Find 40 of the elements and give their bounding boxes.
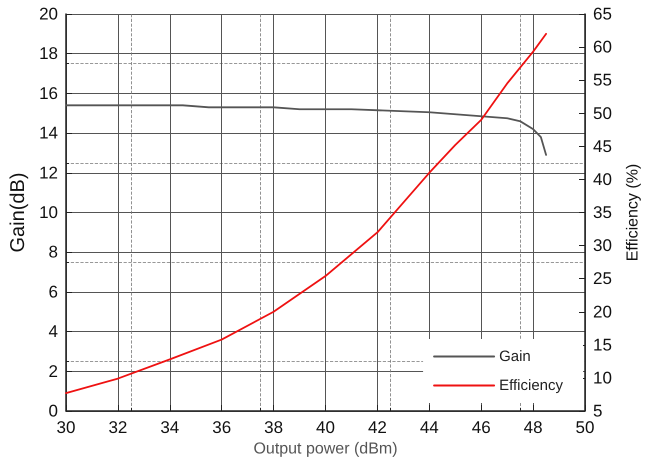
- x-tick-label: 48: [524, 418, 543, 437]
- x-tick-label: 42: [368, 418, 387, 437]
- y2-tick-label: 5: [593, 402, 602, 420]
- y2-axis-title: Efficiency (%): [624, 164, 642, 262]
- y2-tick-label: 35: [593, 203, 612, 222]
- x-tick-label: 38: [264, 418, 284, 437]
- y-tick-label: 16: [39, 84, 58, 103]
- x-tick-label: 34: [160, 418, 180, 437]
- y-tick-label: 2: [48, 362, 58, 381]
- x-tick-label: 46: [472, 418, 491, 437]
- x-tick-label: 30: [56, 418, 76, 437]
- y2-tick-label: 55: [593, 70, 612, 90]
- y-tick-label: 12: [39, 163, 58, 182]
- x-tick-label: 36: [212, 418, 232, 437]
- y-tick-label: 8: [48, 242, 58, 262]
- y-tick-label: 0: [48, 402, 58, 420]
- y2-tick-label: 65: [593, 4, 612, 24]
- x-axis-title: Output power (dBm): [253, 440, 398, 458]
- y-tick-label: 6: [48, 282, 58, 302]
- y2-tick-label: 15: [593, 335, 612, 354]
- legend-label: Gain: [499, 348, 531, 365]
- y-tick-label: 4: [48, 322, 58, 342]
- x-tick-label: 40: [316, 418, 335, 437]
- x-tick-label: 32: [108, 418, 128, 437]
- y-tick-label: 18: [39, 44, 58, 64]
- y-tick-label: 20: [39, 4, 58, 24]
- y-axis-title: Gain(dB): [7, 172, 29, 253]
- y-tick-label: 14: [39, 124, 58, 143]
- y2-tick-label: 10: [593, 368, 612, 388]
- y2-tick-label: 30: [593, 236, 612, 256]
- x-tick-label: 44: [420, 418, 439, 437]
- y2-tick-label: 50: [593, 104, 612, 123]
- y2-tick-label: 45: [593, 136, 612, 156]
- y2-tick-label: 20: [593, 302, 612, 322]
- y-tick-label: 10: [39, 203, 58, 222]
- legend-label: Efficiency: [499, 377, 564, 394]
- y2-tick-label: 40: [593, 170, 612, 189]
- y2-tick-label: 60: [593, 38, 612, 57]
- x-tick-label: 50: [576, 418, 594, 437]
- y2-tick-label: 25: [593, 269, 612, 288]
